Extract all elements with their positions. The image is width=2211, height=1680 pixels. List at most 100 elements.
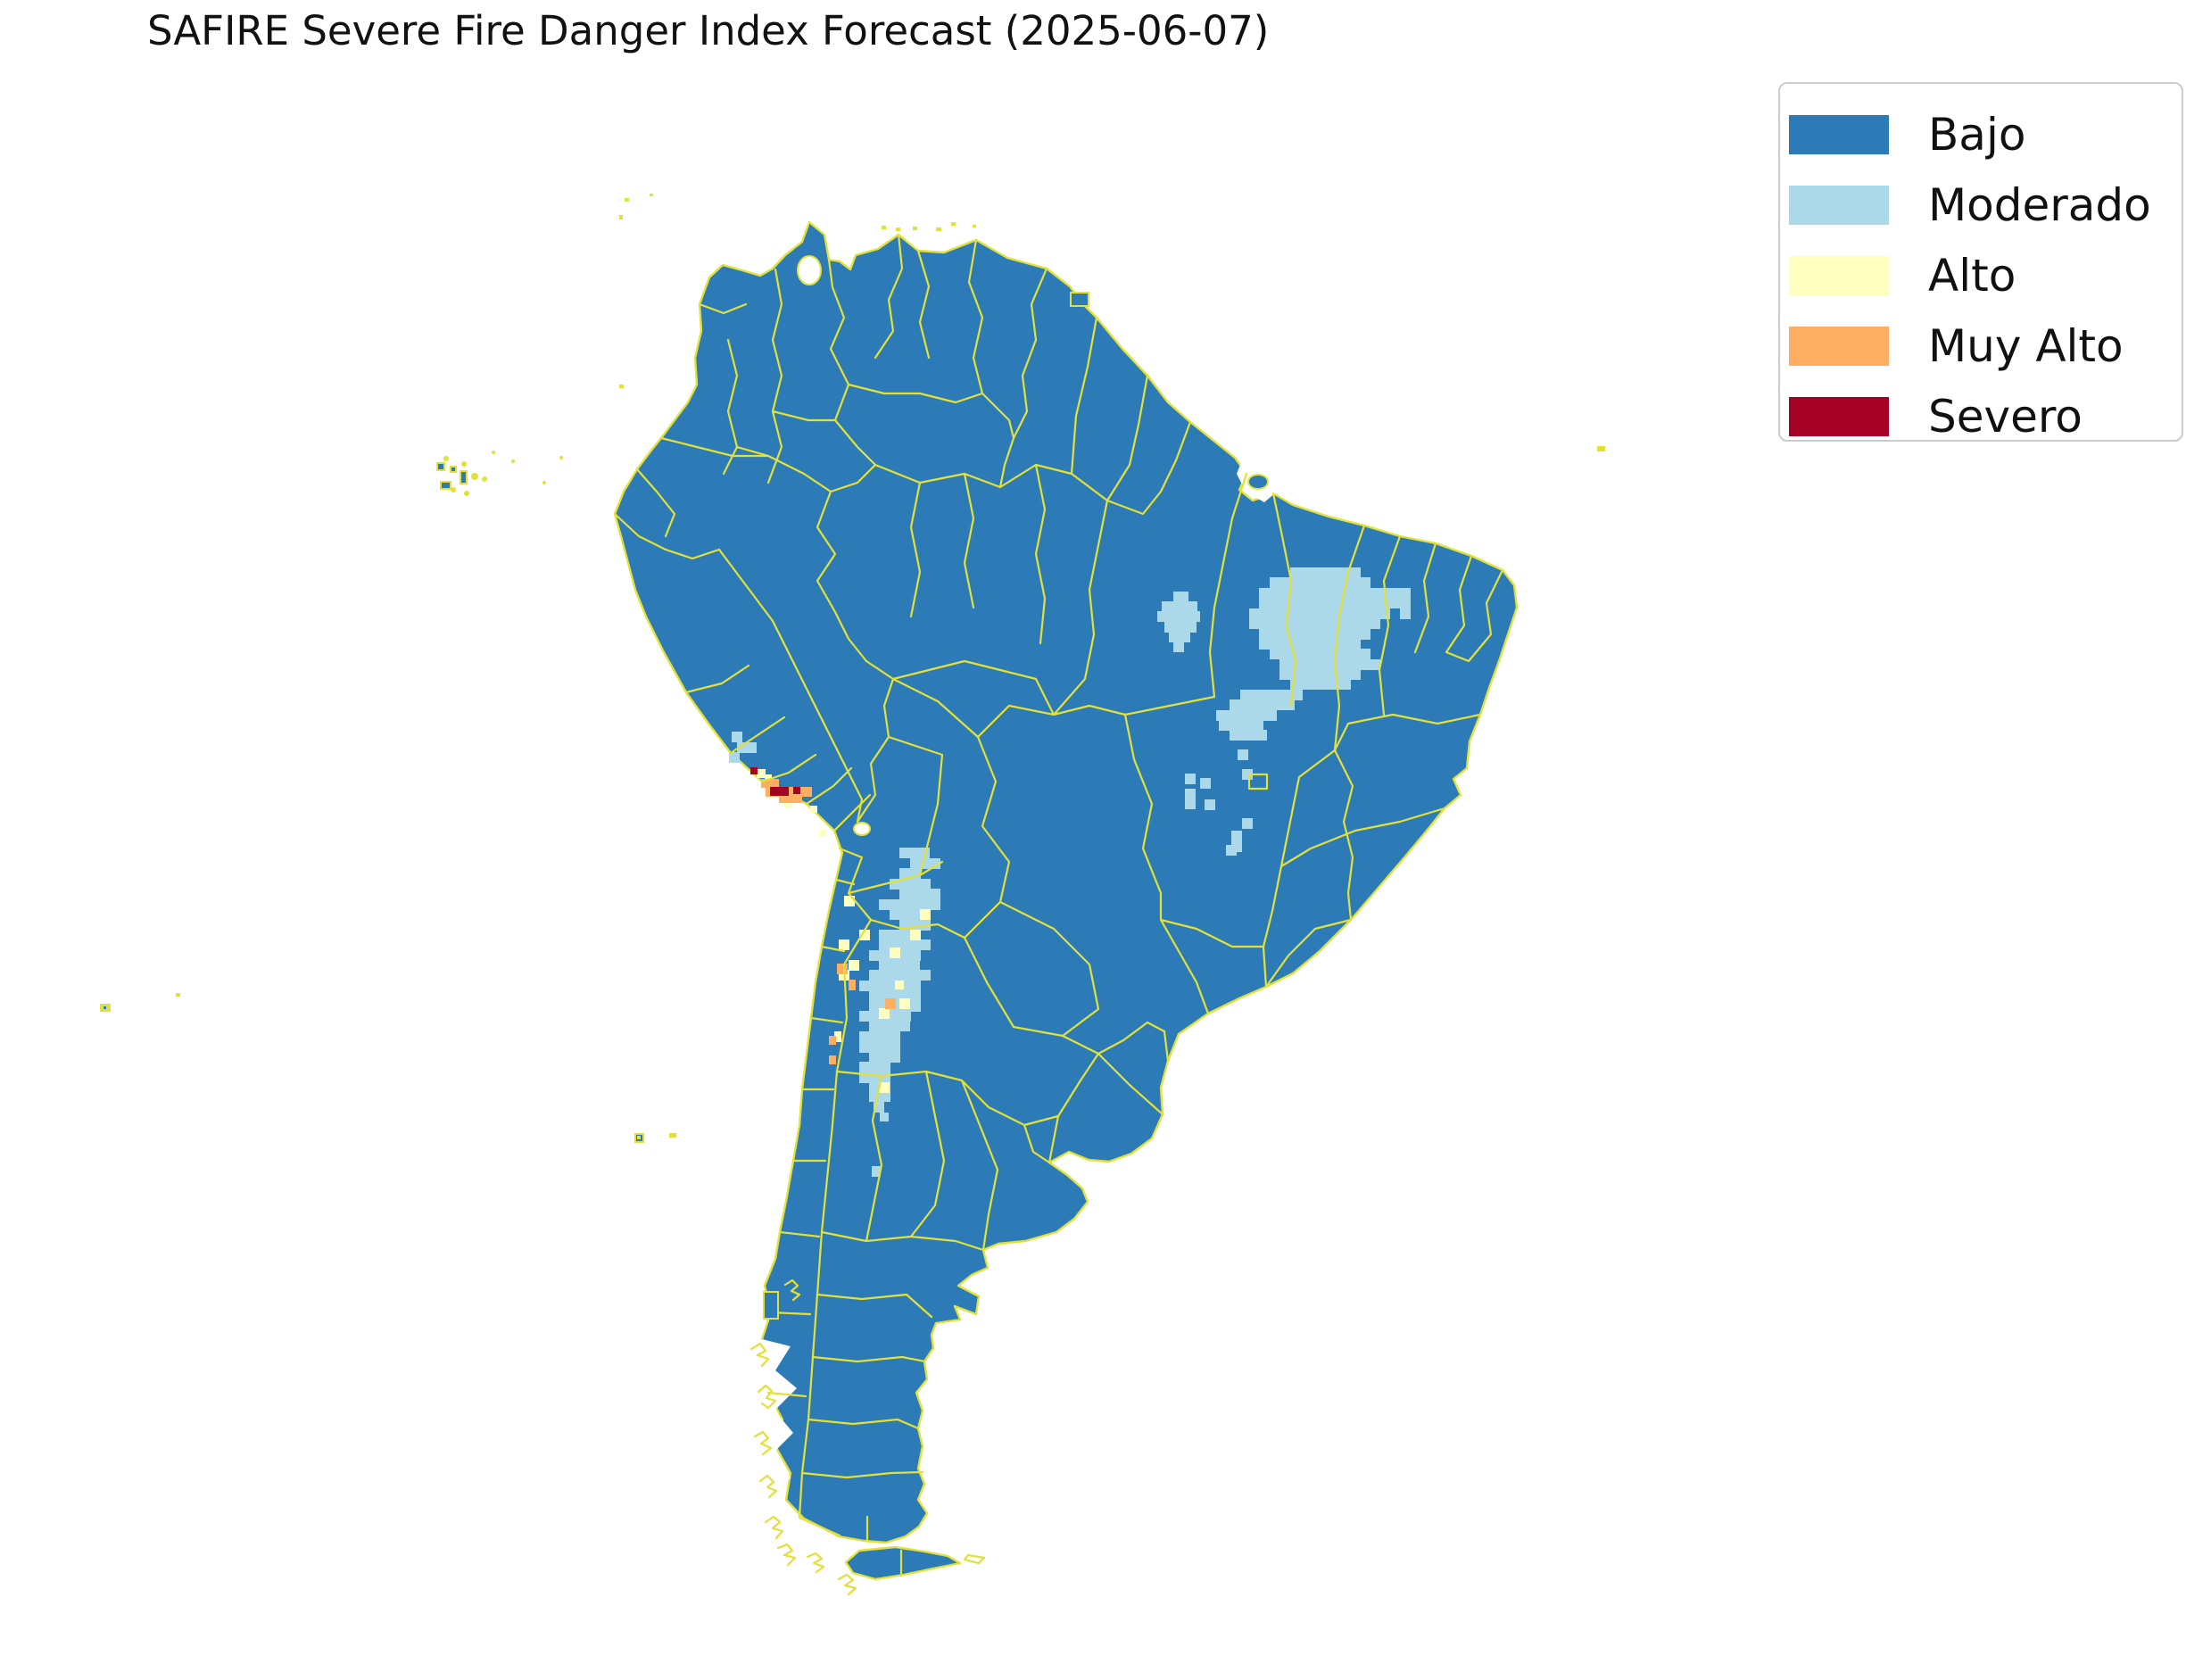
danger-cell-moderado: [1290, 679, 1351, 690]
danger-cell-alto: [839, 939, 849, 950]
regional-borders: [635, 233, 1060, 1479]
danger-cell-alto: [810, 806, 817, 813]
danger-cell-alto: [890, 948, 900, 958]
danger-cell-moderado: [1238, 749, 1248, 760]
danger-cell-moderado: [879, 939, 931, 950]
danger-cell-muy-alto: [779, 796, 802, 803]
danger-cell-alto: [895, 981, 904, 989]
danger-cell-muy-alto: [761, 779, 779, 788]
danger-cell-moderado: [899, 848, 930, 858]
legend-item-muy-alto: Muy Alto: [1789, 310, 2182, 381]
danger-cell-moderado: [1259, 629, 1370, 640]
chiloe-island: [763, 1291, 779, 1320]
danger-cell-moderado: [1249, 608, 1390, 619]
tierra-del-fuego: [844, 1545, 962, 1581]
danger-cell-moderado: [1259, 598, 1400, 608]
danger-cell-muy-alto: [829, 1055, 836, 1064]
danger-cell-moderado: [899, 889, 940, 910]
danger-cell-moderado: [1259, 588, 1390, 599]
legend: Bajo Moderado Alto Muy Alto Severo: [1778, 82, 2183, 442]
danger-cell-moderado: [1290, 567, 1361, 578]
trinidad-island: [1070, 292, 1089, 307]
danger-cell-muy-alto: [829, 1036, 836, 1045]
danger-cell-alto: [910, 930, 921, 940]
danger-cell-alto: [920, 909, 931, 920]
legend-swatch-severo: [1789, 396, 1889, 436]
danger-cell-moderado: [1270, 649, 1370, 659]
danger-cell-moderado: [869, 1052, 900, 1063]
danger-cell-muy-alto: [849, 980, 856, 990]
danger-cell-alto: [757, 769, 766, 778]
brazil-state-borders: [891, 463, 1504, 1015]
galapagos-islands: [436, 451, 563, 496]
danger-cell-moderado: [859, 981, 921, 991]
danger-cell-moderado: [1249, 618, 1380, 629]
isla-de-los-estados: [963, 1553, 986, 1565]
danger-cell-moderado: [1400, 608, 1411, 619]
danger-cell-moderado: [890, 909, 921, 920]
danger-cell-moderado: [869, 970, 931, 981]
danger-cell-severo: [770, 787, 789, 796]
danger-cell-moderado: [859, 1031, 900, 1053]
legend-item-moderado: Moderado: [1789, 170, 2182, 240]
danger-cell-moderado: [1185, 774, 1196, 784]
danger-cell-muy-alto: [837, 964, 848, 974]
danger-cell-moderado: [869, 1021, 910, 1031]
danger-cell-moderado: [879, 899, 900, 910]
danger-cell-moderado: [1169, 632, 1190, 642]
fjord-coast-cut: [745, 1339, 804, 1536]
legend-swatch-muy-alto: [1789, 326, 1889, 366]
danger-cell-moderado: [729, 752, 740, 763]
danger-cell-moderado: [1205, 799, 1215, 810]
danger-cell-severo: [793, 787, 800, 794]
danger-cell-moderado: [1226, 845, 1237, 856]
danger-cell-alto: [879, 1008, 890, 1019]
danger-cell-moderado: [1185, 789, 1196, 809]
south-america-landmass: [613, 220, 1519, 1544]
lake-titicaca: [853, 822, 871, 836]
legend-item-severo: Severo: [1789, 381, 2182, 451]
danger-cell-moderado: [1230, 699, 1295, 710]
danger-cell-moderado: [1164, 622, 1197, 633]
legend-item-bajo: Bajo: [1789, 99, 2182, 170]
fjord-coastline-detail: [749, 1279, 857, 1596]
danger-cell-moderado: [1200, 778, 1211, 789]
danger-cell-alto: [879, 1082, 890, 1093]
legend-swatch-bajo: [1789, 114, 1889, 154]
danger-cell-alto: [783, 800, 792, 807]
legend-item-alto: Alto: [1789, 240, 2182, 310]
marajo-island: [1247, 474, 1269, 490]
danger-cell-alto: [765, 774, 772, 782]
danger-cell-moderado: [890, 879, 931, 890]
danger-cell-moderado: [1390, 588, 1411, 608]
lake-maracaibo: [797, 255, 822, 286]
danger-cell-moderado: [879, 960, 920, 971]
danger-cell-moderado: [1219, 720, 1263, 731]
danger-cell-moderado: [872, 1166, 881, 1177]
legend-label-moderado: Moderado: [1928, 178, 2151, 231]
legend-label-bajo: Bajo: [1928, 108, 2026, 161]
legend-label-severo: Severo: [1928, 390, 2083, 443]
danger-cell-moderado: [1270, 577, 1370, 588]
danger-cell-moderado: [880, 1113, 889, 1121]
danger-cell-layer: [729, 567, 1411, 1177]
danger-cell-moderado: [1157, 611, 1200, 622]
danger-cell-moderado: [879, 930, 920, 940]
danger-cell-alto: [859, 930, 870, 940]
legend-swatch-moderado: [1789, 185, 1889, 225]
danger-cell-moderado: [1216, 710, 1277, 721]
danger-cell-moderado: [1173, 592, 1188, 602]
danger-cell-muy-alto: [885, 998, 896, 1009]
danger-cell-alto: [819, 830, 826, 837]
danger-cell-moderado: [1279, 669, 1361, 680]
danger-cell-moderado: [1230, 730, 1267, 741]
island-specks: [100, 194, 1605, 1565]
danger-cell-moderado: [1162, 601, 1197, 612]
danger-cell-moderado: [910, 858, 940, 869]
page-title: SAFIRE Severe Fire Danger Index Forecast…: [147, 7, 1270, 54]
danger-cell-alto: [834, 1031, 841, 1042]
danger-cell-moderado: [1279, 659, 1380, 670]
danger-cell-alto: [899, 998, 910, 1009]
danger-cell-moderado: [732, 732, 742, 742]
